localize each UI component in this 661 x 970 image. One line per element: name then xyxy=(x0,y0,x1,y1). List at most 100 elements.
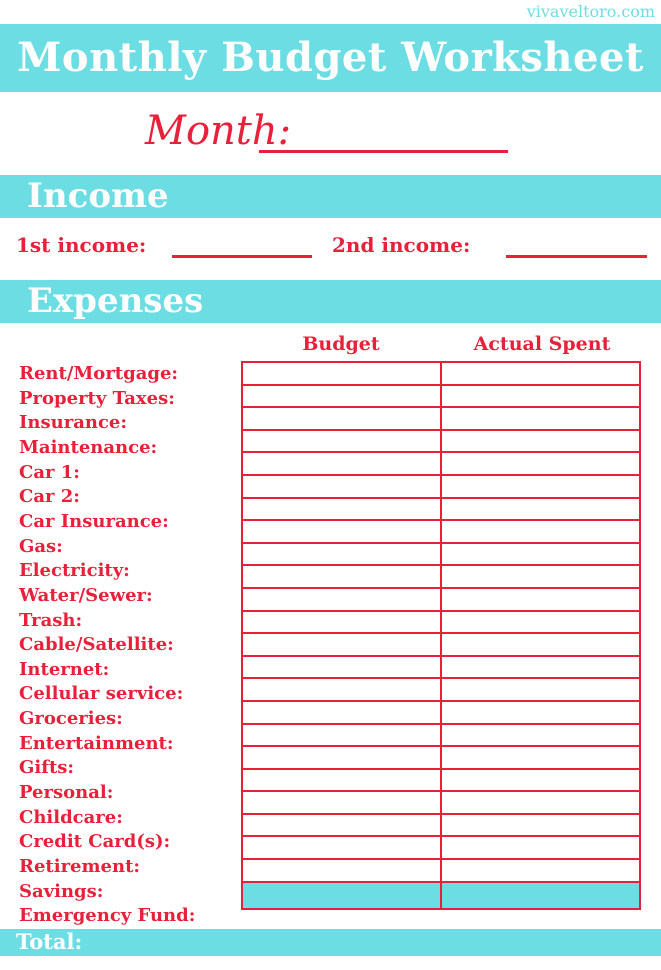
budget-cell[interactable] xyxy=(241,473,442,499)
budget-cell[interactable] xyxy=(241,677,442,702)
budget-cell[interactable] xyxy=(241,767,442,793)
budget-column-header: Budget xyxy=(302,333,380,355)
budget-cell[interactable] xyxy=(241,519,442,544)
actual-spent-column-header: Actual Spent xyxy=(473,333,611,355)
expense-label: Car Insurance: xyxy=(19,510,169,532)
budget-cell[interactable] xyxy=(241,564,442,589)
table-row xyxy=(241,473,641,499)
table-row xyxy=(241,361,641,386)
table-row xyxy=(241,496,641,522)
expense-label: Electricity: xyxy=(19,560,130,582)
expense-label: Maintenance: xyxy=(19,436,158,458)
budget-cell[interactable] xyxy=(241,383,442,409)
table-row xyxy=(241,541,641,567)
actual-spent-cell[interactable] xyxy=(440,835,641,861)
total-label: Total: xyxy=(16,929,83,954)
actual-spent-cell[interactable] xyxy=(440,632,641,657)
actual-spent-cell[interactable] xyxy=(440,767,641,793)
actual-spent-cell[interactable] xyxy=(440,496,641,522)
table-row xyxy=(241,677,641,702)
expense-label: Savings: xyxy=(19,880,104,902)
actual-spent-cell[interactable] xyxy=(440,519,641,544)
budget-cell[interactable] xyxy=(241,496,442,522)
table-row xyxy=(241,519,641,544)
budget-cell[interactable] xyxy=(241,745,442,770)
actual-spent-cell[interactable] xyxy=(440,473,641,499)
actual-spent-cell[interactable] xyxy=(440,722,641,748)
budget-cell[interactable] xyxy=(241,699,442,725)
table-row xyxy=(241,406,641,431)
expense-label: Cable/Satellite: xyxy=(19,634,174,656)
expenses-heading: Expenses xyxy=(0,280,661,323)
budget-cell[interactable] xyxy=(241,632,442,657)
budget-cell[interactable] xyxy=(241,451,442,476)
expense-label: Property Taxes: xyxy=(19,387,175,409)
budget-cell[interactable] xyxy=(241,812,442,838)
month-field[interactable] xyxy=(259,150,508,153)
first-income-field[interactable] xyxy=(172,255,312,258)
expense-label: Cellular service: xyxy=(19,683,184,705)
actual-spent-cell[interactable] xyxy=(440,677,641,702)
second-income-field[interactable] xyxy=(506,255,647,258)
expense-label: Trash: xyxy=(19,609,83,631)
table-row xyxy=(241,858,641,883)
budget-cell[interactable] xyxy=(241,428,442,454)
expense-label: Car 1: xyxy=(19,461,80,483)
expense-table xyxy=(241,361,641,910)
expense-label: Credit Card(s): xyxy=(19,831,171,853)
actual-spent-cell[interactable] xyxy=(440,654,641,680)
actual-spent-cell[interactable] xyxy=(440,541,641,567)
table-row xyxy=(241,699,641,725)
expense-label: Retirement: xyxy=(19,856,141,877)
budget-cell[interactable] xyxy=(241,858,442,883)
expense-label: Childcare: xyxy=(19,806,123,828)
actual-spent-cell[interactable] xyxy=(440,428,641,454)
actual-total-cell[interactable] xyxy=(440,880,641,910)
site-watermark: vivaveltoro.com xyxy=(526,2,655,21)
table-row xyxy=(241,428,641,454)
budget-cell[interactable] xyxy=(241,361,442,386)
actual-spent-cell[interactable] xyxy=(440,451,641,476)
actual-spent-cell[interactable] xyxy=(440,699,641,725)
actual-spent-cell[interactable] xyxy=(440,609,641,635)
expense-label: Gifts: xyxy=(19,757,75,779)
actual-spent-cell[interactable] xyxy=(440,564,641,589)
expense-label: Rent/Mortgage: xyxy=(19,363,179,384)
expense-label: Entertainment: xyxy=(19,732,174,754)
total-band xyxy=(0,929,661,956)
table-row xyxy=(241,835,641,861)
table-row xyxy=(241,767,641,793)
budget-cell[interactable] xyxy=(241,541,442,567)
budget-cell[interactable] xyxy=(241,790,442,815)
expense-label: Internet: xyxy=(19,658,110,680)
budget-cell[interactable] xyxy=(241,654,442,680)
expense-label: Groceries: xyxy=(19,708,123,730)
total-row xyxy=(241,880,641,910)
table-row xyxy=(241,790,641,815)
budget-total-cell[interactable] xyxy=(241,880,442,910)
actual-spent-cell[interactable] xyxy=(440,790,641,815)
first-income-label: 1st income: xyxy=(16,233,147,257)
actual-spent-cell[interactable] xyxy=(440,586,641,612)
table-row xyxy=(241,632,641,657)
budget-cell[interactable] xyxy=(241,406,442,431)
expense-label: Insurance: xyxy=(19,412,128,434)
budget-cell[interactable] xyxy=(241,609,442,635)
expense-label: Emergency Fund: xyxy=(19,905,196,927)
actual-spent-cell[interactable] xyxy=(440,383,641,409)
budget-cell[interactable] xyxy=(241,835,442,861)
table-row xyxy=(241,812,641,838)
expense-label: Car 2: xyxy=(19,486,80,508)
expense-label: Water/Sewer: xyxy=(19,584,153,606)
page-title: Monthly Budget Worksheet xyxy=(0,24,661,92)
actual-spent-cell[interactable] xyxy=(440,745,641,770)
actual-spent-cell[interactable] xyxy=(440,361,641,386)
actual-spent-cell[interactable] xyxy=(440,858,641,883)
expense-label: Gas: xyxy=(19,535,63,557)
actual-spent-cell[interactable] xyxy=(440,812,641,838)
budget-cell[interactable] xyxy=(241,586,442,612)
table-row xyxy=(241,654,641,680)
budget-cell[interactable] xyxy=(241,722,442,748)
expense-label: Personal: xyxy=(19,782,114,804)
actual-spent-cell[interactable] xyxy=(440,406,641,431)
